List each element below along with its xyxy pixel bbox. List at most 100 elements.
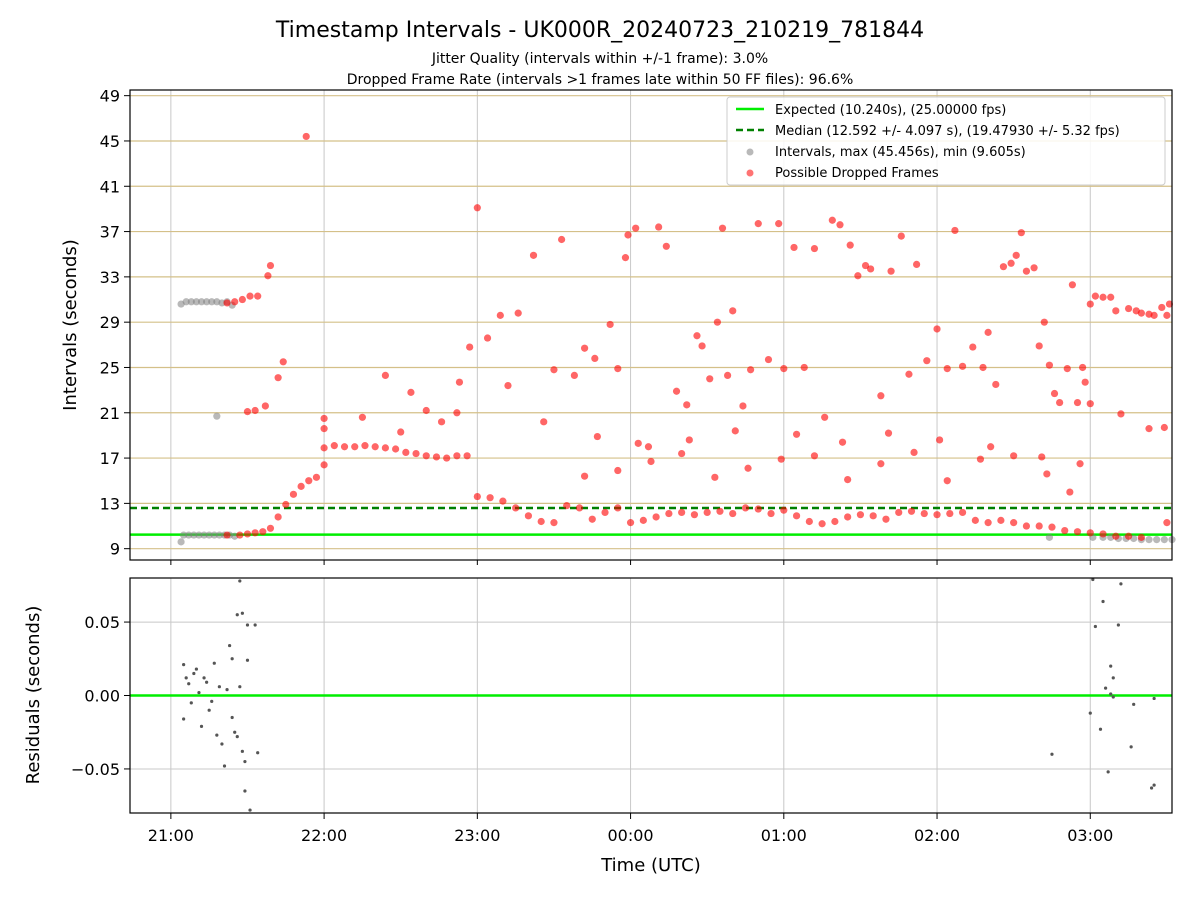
residuals-y-axis-label: Residuals (seconds): [23, 606, 44, 785]
dropped-frame-point: [453, 452, 461, 460]
dropped-frame-point: [463, 452, 471, 460]
dropped-frame-point: [570, 371, 578, 379]
intervals-y-tick-label: 17: [100, 449, 120, 468]
residual-point: [212, 661, 216, 665]
dropped-frame-point: [703, 508, 711, 517]
dropped-frame-point: [997, 516, 1005, 524]
dropped-frame-point: [473, 492, 481, 501]
dropped-frame-point: [593, 432, 601, 441]
interval-point: [215, 531, 223, 539]
residual-point: [222, 764, 227, 768]
dropped-frame-point: [887, 267, 895, 275]
dropped-frame-point: [844, 513, 852, 521]
residual-point: [1132, 702, 1136, 706]
dropped-frame-point: [358, 413, 367, 421]
dropped-frame-point: [297, 482, 305, 490]
dropped-frame-point: [540, 418, 548, 426]
dropped-frame-point: [933, 325, 941, 333]
dropped-frame-point: [302, 132, 310, 141]
dropped-frame-point: [1035, 522, 1043, 530]
dropped-frame-point: [1163, 311, 1171, 319]
intervals-y-tick-label: 45: [100, 132, 120, 151]
residual-point: [243, 759, 247, 764]
dropped-frame-point: [706, 375, 714, 383]
dropped-frame-point: [780, 506, 788, 514]
dropped-frame-point: [882, 515, 890, 523]
legend-expected-label: Expected (10.240s), (25.00000 fps): [775, 103, 1006, 118]
dropped-frame-point: [836, 221, 844, 229]
dropped-frame-point: [777, 455, 785, 463]
dropped-frame-point: [923, 357, 931, 365]
dropped-frame-point: [340, 443, 349, 451]
dropped-frame-point: [1165, 300, 1174, 308]
dropped-frame-point: [867, 265, 875, 273]
dropped-frame-point: [1091, 292, 1099, 300]
residual-point: [1152, 783, 1156, 787]
dropped-frame-point: [1030, 264, 1038, 272]
dropped-frame-point: [639, 516, 647, 524]
dropped-frame-point: [976, 455, 985, 463]
dropped-frame-point: [279, 358, 287, 366]
dropped-frame-point: [754, 220, 762, 228]
dropped-frame-point: [1040, 318, 1048, 326]
interval-point: [190, 531, 198, 539]
dropped-frame-point: [402, 448, 410, 457]
intervals-x-ticks: [170, 560, 1091, 565]
x-tick-label: 22:00: [301, 826, 347, 845]
interval-point: [195, 531, 203, 539]
dropped-frame-point: [907, 507, 916, 515]
dropped-frame-point: [1022, 522, 1031, 530]
residuals-points: [182, 577, 1156, 812]
intervals-plot-frame: [129, 89, 1173, 561]
dropped-frame-point: [243, 530, 252, 538]
interval-point: [1153, 536, 1161, 544]
dropped-frame-point: [805, 517, 813, 526]
residual-point: [1098, 727, 1103, 731]
dropped-frame-point: [767, 509, 775, 518]
interval-point: [208, 298, 216, 306]
interval-point: [185, 531, 193, 539]
dropped-frame-point: [563, 502, 571, 510]
dropped-frame-point: [754, 505, 762, 513]
dropped-frame-point: [1086, 400, 1094, 408]
dropped-frame-point: [1112, 307, 1120, 315]
residual-point: [235, 735, 239, 739]
dropped-frame-point: [1045, 361, 1054, 369]
residual-point: [240, 611, 244, 615]
dropped-frame-point: [305, 477, 313, 485]
dropped-frame-point: [499, 497, 507, 505]
residual-point: [235, 613, 239, 617]
dropped-frame-point: [575, 504, 584, 512]
dropped-frame-point: [1012, 251, 1020, 259]
dropped-frame-point: [236, 531, 244, 539]
dropped-frame-point: [282, 500, 290, 509]
residual-point: [245, 658, 250, 662]
interval-point: [187, 298, 195, 306]
dropped-frame-point: [371, 443, 379, 451]
interval-point: [197, 298, 206, 306]
residual-point: [230, 715, 234, 720]
dropped-frame-point: [1112, 532, 1120, 540]
residual-point: [217, 685, 221, 689]
dropped-frame-point: [512, 504, 520, 512]
interval-point: [1160, 536, 1168, 544]
dropped-frame-point: [1137, 309, 1145, 317]
intervals-reference-lines: [130, 506, 1172, 536]
residual-point: [182, 663, 186, 667]
dropped-frame-point: [246, 292, 254, 300]
residual-point: [1093, 624, 1097, 629]
residual-point: [207, 708, 211, 712]
dropped-frame-point: [437, 418, 446, 426]
dropped-frame-point: [312, 473, 321, 481]
interval-point: [177, 538, 185, 546]
legend-box: [726, 96, 1166, 186]
x-tick-label: 03:00: [1067, 826, 1113, 845]
interval-point: [182, 298, 190, 306]
dropped-frame-point: [1145, 425, 1153, 433]
dropped-frame-point: [933, 511, 941, 519]
interval-point: [192, 298, 201, 306]
intervals-y-axis-label: Intervals (seconds): [60, 239, 81, 411]
residual-point: [182, 717, 186, 721]
dropped-frame-point: [626, 519, 635, 527]
dropped-frame-point: [320, 461, 328, 469]
